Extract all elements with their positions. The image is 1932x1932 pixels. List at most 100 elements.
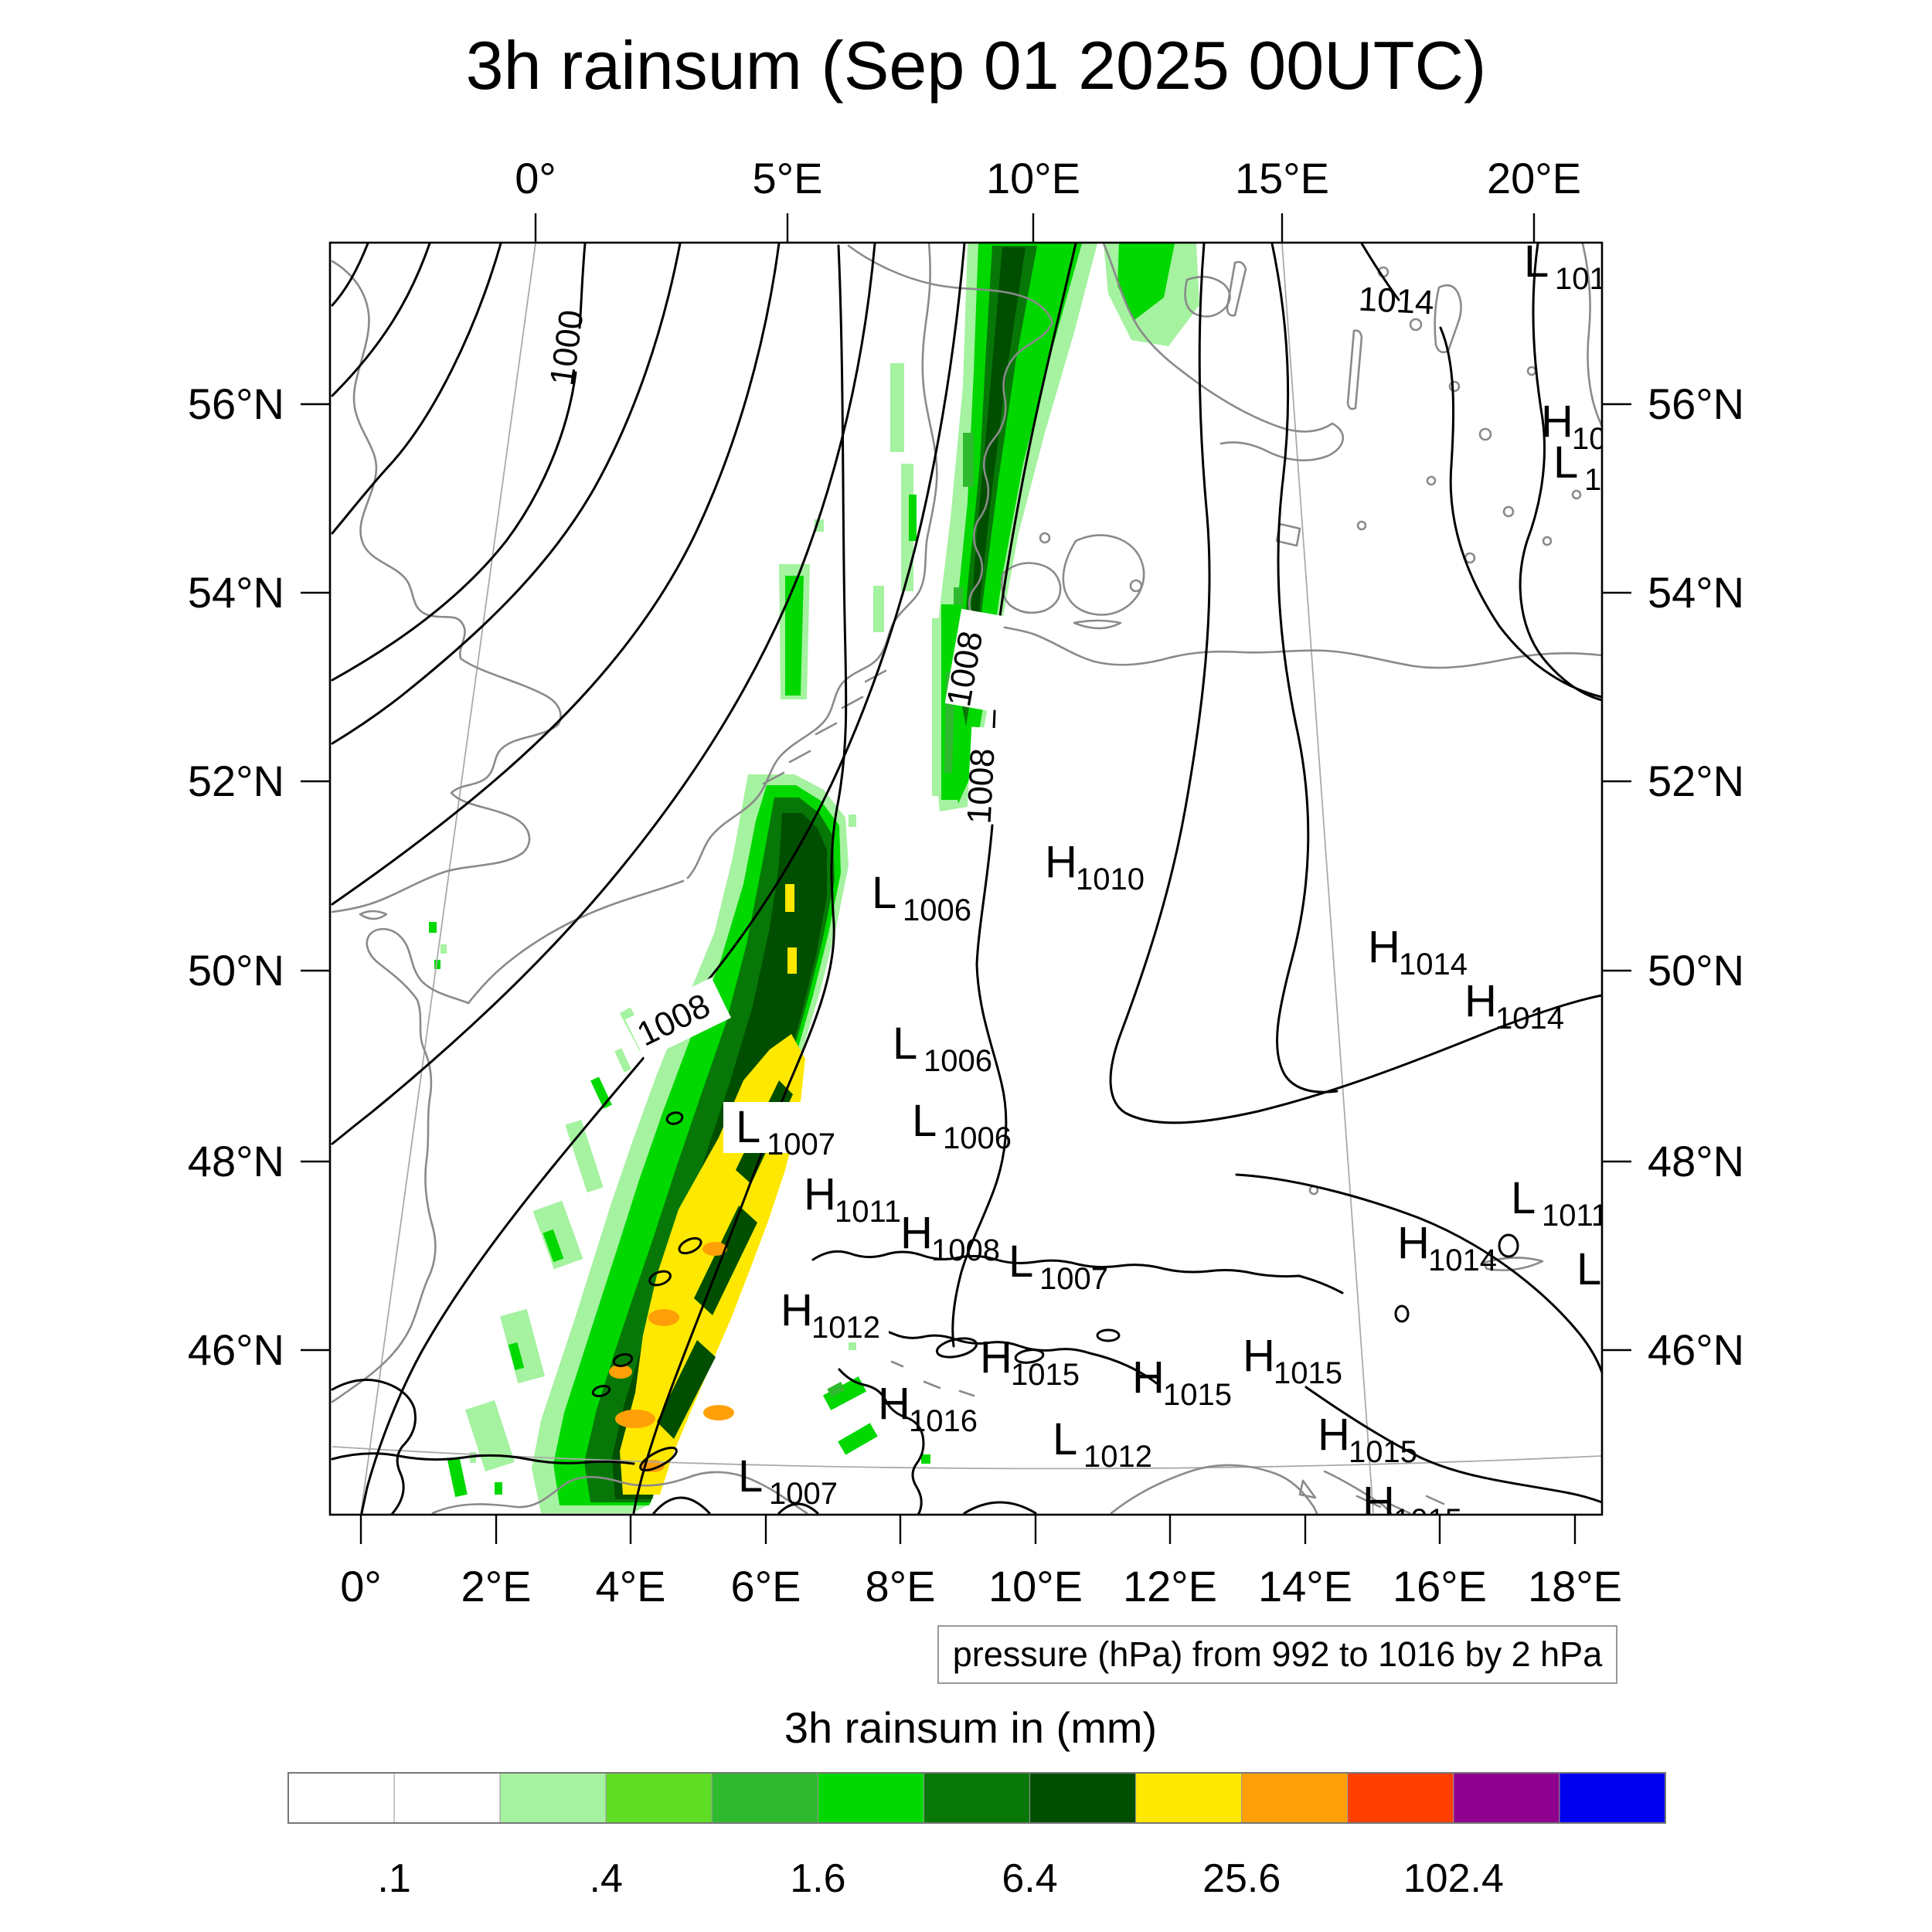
pressure-system-label: H: [1464, 976, 1497, 1026]
ellipse-shape: [1394, 1304, 1410, 1323]
ellipse-shape: [639, 1446, 678, 1472]
left-axis-label: 56°N: [188, 379, 284, 428]
rect-shape: [508, 1342, 525, 1370]
caption-box: [937, 1625, 1617, 1684]
rect-shape: [447, 1456, 468, 1498]
bottom-axis-label: 16°E: [1393, 1562, 1487, 1611]
colorbar-cell: [1453, 1772, 1560, 1824]
colorbar-tick-label: 25.6: [1202, 1856, 1281, 1901]
rect-shape: [909, 495, 917, 541]
path-shape: [331, 260, 562, 913]
contour-value-label: 1000: [543, 308, 591, 388]
rect-shape: [499, 1308, 546, 1384]
contour-layer: [331, 243, 1602, 1515]
pressure-system-value: 1011: [1542, 1199, 1608, 1233]
path-shape: [1519, 243, 1602, 702]
top-axis-label: 5°E: [753, 154, 823, 202]
colorbar-cell: [1559, 1772, 1666, 1824]
ellipse-shape: [935, 1337, 978, 1359]
path-shape: [331, 243, 781, 906]
axes-layer: 0° 5°E 10°E 15°E 20°E 0° 2°E 4°E 6°E 8°E 10°E 12°E 1…: [188, 154, 1744, 1611]
path-shape: [847, 244, 1054, 620]
graticule-layer: [332, 243, 1602, 1514]
path-shape: [1184, 275, 1231, 318]
colorbar-cell: [711, 1772, 818, 1824]
path-shape: [652, 1496, 711, 1515]
ellipse-shape: [615, 1410, 655, 1428]
path-shape: [578, 243, 587, 329]
pressure-system-label: H: [1541, 396, 1573, 447]
pressure-system-label: L: [1511, 1173, 1536, 1223]
path-shape: [815, 722, 838, 736]
pressure-system-label: H: [781, 1285, 813, 1335]
pressure-system-value: 1015: [1572, 422, 1641, 456]
path-shape: [331, 371, 577, 682]
rect-shape: [440, 944, 447, 954]
path-shape: [777, 1502, 819, 1515]
rect-shape: [785, 884, 794, 912]
rect-shape: [565, 1119, 604, 1193]
pressure-system-value: 1006: [943, 1121, 1012, 1155]
legend-title: 3h rainsum in (mm): [784, 1703, 1157, 1752]
colorbar-cell: [1135, 1772, 1243, 1824]
path-shape: [359, 910, 388, 920]
contour-value-label: 1008: [960, 747, 1002, 825]
path-shape: [997, 243, 1077, 629]
polygon-shape: [970, 247, 1026, 657]
path-shape: [1001, 562, 1062, 614]
ellipse-shape: [1014, 1349, 1045, 1364]
colorbar-cell: [923, 1772, 1031, 1824]
pressure-system-label: L: [1577, 1244, 1601, 1294]
top-axis-label: 0°: [515, 154, 556, 202]
path-shape: [951, 824, 1008, 1348]
rect-shape: [890, 363, 904, 452]
path-shape: [1388, 1502, 1411, 1515]
bottom-axis-label: 14°E: [1258, 1562, 1352, 1611]
path-shape: [1355, 1495, 1382, 1509]
pressure-system-value: 1007: [1039, 1262, 1108, 1296]
bottom-axis-label: 0°: [340, 1562, 382, 1611]
path-shape: [1235, 1173, 1602, 1374]
path-shape: [1298, 1479, 1317, 1499]
pressure-system-label: H: [1368, 922, 1400, 972]
rect-shape: [429, 922, 437, 933]
path-shape: [890, 1360, 904, 1368]
path-shape: [331, 243, 431, 397]
path-shape: [811, 1250, 1344, 1294]
circle-shape: [1478, 427, 1492, 441]
rect-shape: [787, 947, 797, 974]
contour-value-label: 1014: [1358, 280, 1435, 321]
ellipse-shape: [665, 1111, 684, 1125]
pressure-system-value: 10: [1607, 1270, 1642, 1304]
path-shape: [360, 243, 966, 1515]
pressure-system-value: 1015: [1163, 1378, 1232, 1412]
rect-shape: [921, 1454, 930, 1464]
path-shape: [1425, 1495, 1445, 1505]
colorbar-cell: [287, 1772, 395, 1824]
left-axis-label: 50°N: [188, 946, 284, 995]
polygon-shape: [657, 1340, 716, 1439]
chart-title: 3h rainsum (Sep 01 2025 00UTC): [466, 27, 1487, 104]
rect-shape: [963, 433, 974, 487]
pressure-system-label: L: [1009, 1236, 1033, 1287]
pressure-system-value: 1015: [1393, 1503, 1462, 1537]
polygon-shape: [932, 618, 941, 796]
pressure-label-box: [723, 1102, 844, 1153]
pressure-system-value: 1010: [1076, 862, 1145, 896]
path-shape: [838, 1368, 925, 1515]
pressure-system-value: 1014: [1495, 1002, 1564, 1036]
circle-shape: [1542, 536, 1553, 546]
path-shape: [1270, 243, 1338, 1094]
colorbar-cell: [499, 1772, 607, 1824]
top-axis-label: 15°E: [1235, 154, 1329, 202]
pressure-system-label: L: [736, 1102, 760, 1152]
ellipse-shape: [612, 1353, 634, 1367]
path-shape: [632, 244, 848, 1515]
colorbar: .1 .4 1.6 6.4 25.6 102.4: [287, 1772, 1666, 1901]
path-shape: [431, 1471, 808, 1515]
right-axis-label: 52°N: [1648, 757, 1744, 805]
ellipse-shape: [1498, 1233, 1519, 1258]
pressure-system-value: 1012: [1083, 1440, 1152, 1474]
ellipse-shape: [702, 1242, 727, 1256]
